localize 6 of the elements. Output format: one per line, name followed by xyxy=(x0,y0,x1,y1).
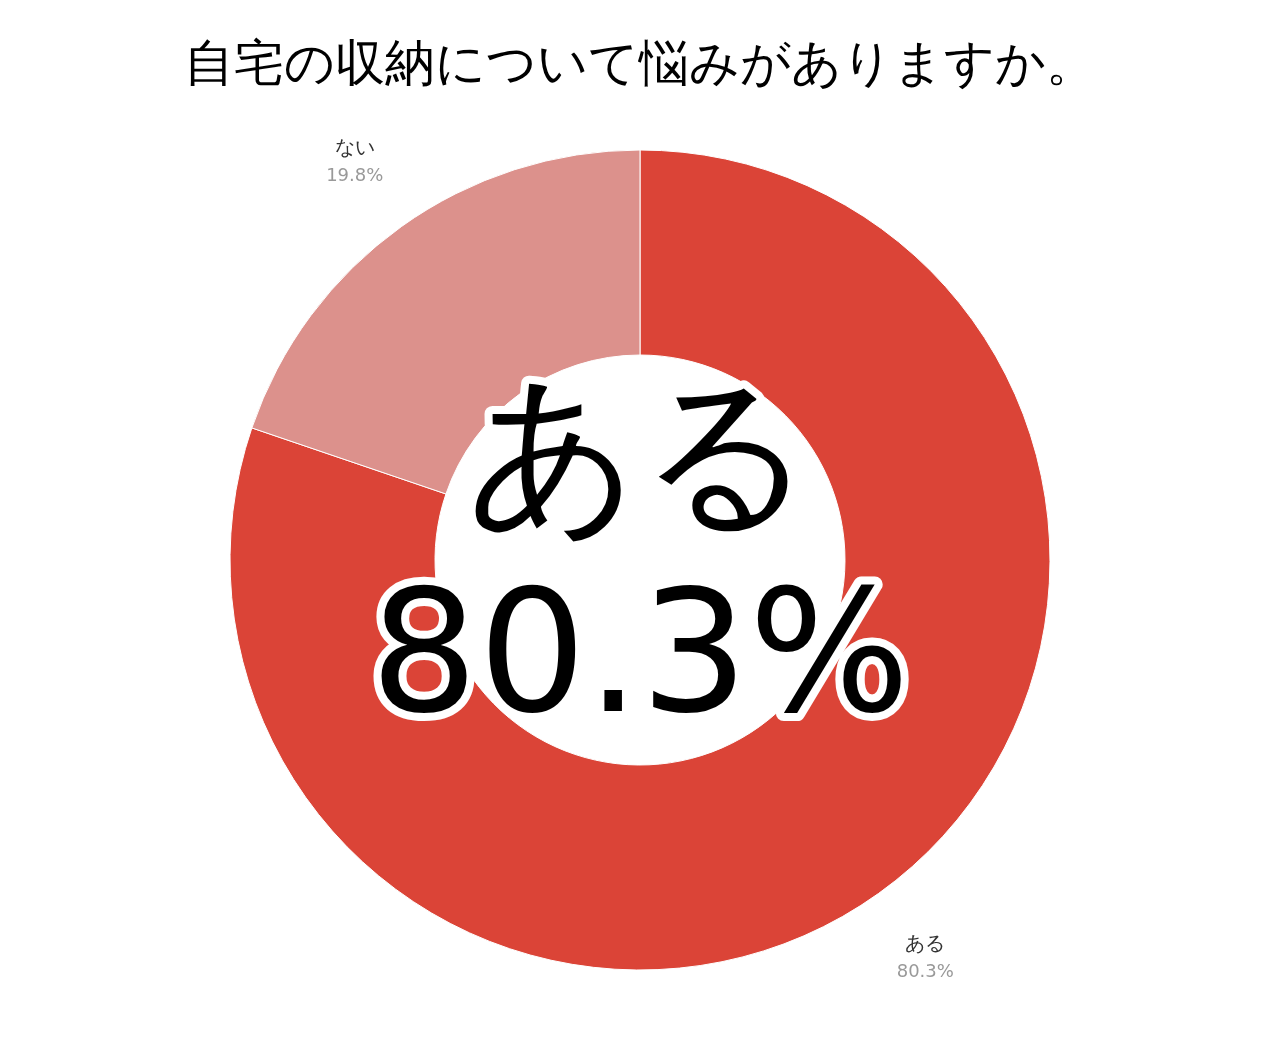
data-label: 80.3% xyxy=(896,960,954,982)
slice-label: ない xyxy=(334,134,375,159)
chart-title: 自宅の収納について悩みがありますか。 xyxy=(184,34,1096,92)
slice-label: ある xyxy=(905,931,946,956)
text: ある xyxy=(466,353,814,551)
data-label: 19.8% xyxy=(326,163,384,185)
